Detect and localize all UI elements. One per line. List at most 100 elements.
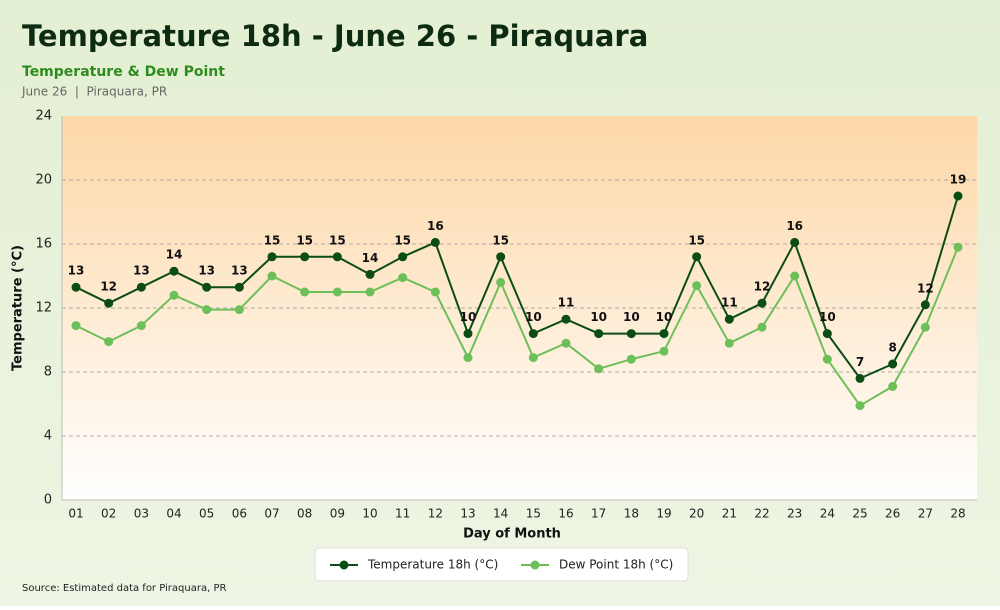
x-tick-label: 23	[787, 507, 802, 521]
data-point	[855, 401, 865, 411]
x-axis-label: Day of Month	[463, 527, 561, 542]
data-point	[430, 287, 440, 297]
data-point	[757, 298, 767, 308]
data-label: 11	[558, 296, 575, 310]
chart-title: Temperature 18h - June 26 - Piraquara	[22, 19, 648, 53]
data-point	[398, 273, 408, 283]
data-label: 15	[688, 233, 705, 247]
data-point	[267, 271, 277, 281]
data-point	[594, 329, 604, 339]
data-point	[71, 321, 81, 331]
data-point	[136, 321, 146, 331]
data-point	[920, 300, 930, 310]
y-tick-label: 24	[35, 109, 52, 124]
data-point	[888, 359, 898, 369]
data-label: 10	[656, 310, 673, 324]
y-tick-label: 0	[44, 493, 52, 508]
data-point	[888, 381, 898, 391]
data-point	[692, 252, 702, 262]
data-point	[626, 329, 636, 339]
data-point	[528, 353, 538, 363]
data-label: 15	[394, 233, 411, 247]
data-point	[790, 271, 800, 281]
x-tick-label: 07	[264, 507, 279, 521]
x-tick-label: 03	[134, 507, 149, 521]
data-point	[822, 329, 832, 339]
data-point	[398, 252, 408, 262]
x-tick-label: 13	[460, 507, 475, 521]
data-point	[234, 305, 244, 315]
x-tick-label: 15	[526, 507, 541, 521]
x-tick-label: 19	[656, 507, 671, 521]
data-point	[855, 373, 865, 383]
data-label: 14	[362, 251, 379, 265]
data-point	[463, 329, 473, 339]
data-point	[136, 282, 146, 292]
data-point	[496, 277, 506, 287]
data-point	[594, 364, 604, 374]
data-label: 15	[296, 233, 313, 247]
data-point	[267, 252, 277, 262]
legend-label: Dew Point 18h (°C)	[559, 558, 673, 572]
data-label: 12	[917, 281, 934, 295]
legend-marker	[339, 560, 349, 570]
x-tick-label: 05	[199, 507, 214, 521]
y-tick-label: 4	[44, 429, 52, 444]
legend-marker	[530, 560, 540, 570]
x-tick-label: 08	[297, 507, 312, 521]
x-tick-label: 18	[624, 507, 639, 521]
data-label: 15	[329, 233, 346, 247]
data-point	[104, 337, 114, 347]
data-label: 11	[721, 296, 738, 310]
x-tick-label: 09	[330, 507, 345, 521]
data-label: 15	[264, 233, 281, 247]
x-tick-label: 17	[591, 507, 606, 521]
data-point	[365, 269, 375, 279]
y-tick-label: 16	[35, 237, 52, 252]
data-label: 10	[623, 310, 640, 324]
x-tick-label: 11	[395, 507, 410, 521]
data-point	[463, 353, 473, 363]
data-point	[332, 287, 342, 297]
x-tick-label: 26	[885, 507, 900, 521]
data-label: 15	[492, 233, 509, 247]
data-label: 8	[888, 341, 896, 355]
data-point	[169, 290, 179, 300]
data-label: 13	[231, 264, 248, 278]
data-label: 7	[856, 355, 864, 369]
data-point	[953, 242, 963, 252]
x-tick-label: 24	[820, 507, 835, 521]
subtitle: Temperature & Dew Point	[22, 64, 225, 80]
y-tick-label: 8	[44, 365, 52, 380]
data-label: 13	[133, 264, 150, 278]
data-label: 12	[754, 280, 771, 294]
data-label: 10	[819, 310, 836, 324]
caption: June 26 | Piraquara, PR	[21, 85, 167, 99]
data-point	[626, 354, 636, 364]
data-point	[169, 266, 179, 276]
x-tick-label: 10	[362, 507, 377, 521]
data-point	[202, 305, 212, 315]
data-point	[300, 287, 310, 297]
x-tick-label: 02	[101, 507, 116, 521]
data-point	[496, 252, 506, 262]
data-point	[724, 338, 734, 348]
source: Source: Estimated data for Piraquara, PR	[22, 583, 226, 594]
x-tick-label: 01	[68, 507, 83, 521]
data-point	[561, 314, 571, 324]
y-axis-label: Temperature (°C)	[11, 245, 26, 371]
y-tick-label: 12	[35, 301, 52, 316]
data-label: 10	[460, 310, 477, 324]
data-point	[724, 314, 734, 324]
data-point	[659, 346, 669, 356]
legend	[314, 547, 689, 582]
data-point	[202, 282, 212, 292]
x-tick-label: 25	[852, 507, 867, 521]
data-label: 14	[166, 248, 183, 262]
data-label: 12	[100, 280, 117, 294]
x-tick-label: 22	[754, 507, 769, 521]
data-point	[332, 252, 342, 262]
y-tick-label: 20	[35, 173, 52, 188]
data-point	[757, 322, 767, 332]
data-label: 10	[525, 310, 542, 324]
